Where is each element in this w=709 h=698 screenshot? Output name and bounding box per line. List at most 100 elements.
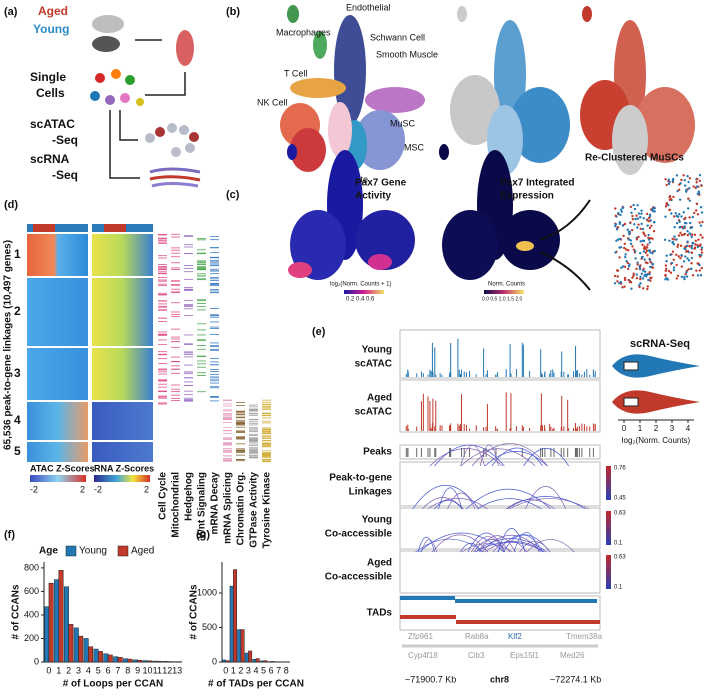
cell-dot: [664, 264, 668, 267]
arc: [508, 498, 590, 510]
cell-dot: [631, 214, 634, 218]
cell-dot: [696, 274, 700, 277]
cell-dot: [668, 195, 671, 199]
cell-dot: [615, 228, 619, 231]
cell-type-label: Macrophages: [276, 27, 331, 37]
violin: [612, 354, 700, 378]
arc: [484, 451, 548, 467]
zoom-lines: [539, 199, 591, 291]
x-tick-label: 0: [223, 665, 228, 675]
cell-dot: [683, 221, 687, 225]
cell-dot: [627, 233, 631, 236]
umap-activity: [287, 144, 415, 280]
cell-dot: [627, 248, 630, 252]
cell-dot: [642, 287, 645, 290]
cell-dot: [671, 179, 675, 183]
cell-dot: [630, 211, 633, 214]
bar: [229, 585, 234, 663]
cell-dot: [668, 198, 672, 201]
cell-dot: [699, 205, 703, 209]
cell-dot: [619, 280, 622, 284]
cell-dot: [686, 257, 689, 260]
y-tick-label: 500: [202, 622, 217, 632]
bar: [48, 582, 54, 663]
cell-dot: [623, 265, 627, 269]
activity-title: Pax7 Gene: [355, 178, 407, 189]
cell-dot: [642, 216, 645, 220]
tick-label: 0: [622, 424, 627, 433]
cell-dot: [688, 245, 691, 248]
x-tick-label: 8: [284, 665, 289, 675]
cell-dot: [671, 240, 675, 244]
bar: [44, 606, 50, 663]
cell-dot: [653, 206, 656, 210]
cell-dot: [681, 225, 684, 229]
cell-dot: [651, 237, 654, 240]
cell-dot: [619, 213, 622, 217]
bar: [93, 648, 99, 663]
cell-dot: [665, 254, 668, 257]
bar: [157, 661, 163, 663]
cell-dot: [682, 260, 686, 263]
cell-dot: [641, 243, 644, 246]
cell-dot: [641, 239, 645, 242]
cell-dot: [648, 258, 652, 261]
cell-dot: [691, 215, 695, 219]
cell-dot: [687, 259, 691, 262]
legend-swatch: [117, 545, 129, 557]
y-axis-label: 65,536 peak-to-gene linkages (10,497 gen…: [3, 240, 14, 450]
arc: [427, 498, 488, 510]
cell-dot: [687, 197, 690, 200]
cell-dot: [680, 233, 684, 237]
cell-type-label: NK Cell: [257, 97, 288, 107]
muscle-icon: [176, 30, 194, 66]
cell-dot: [664, 274, 667, 277]
cells-label: Cells: [36, 86, 65, 100]
cell-dot: [645, 273, 649, 276]
cell-dot: [684, 255, 687, 258]
arc: [475, 542, 545, 553]
violin: [612, 390, 700, 414]
cell-dot: [624, 253, 627, 256]
cell-dot: [690, 256, 694, 260]
arrow: [145, 72, 186, 96]
cell-dot: [685, 188, 688, 192]
x-tick-label: 1: [56, 665, 61, 675]
cell-dot: [648, 272, 651, 276]
cell-dot: [635, 238, 639, 241]
cell-dot: [616, 275, 619, 278]
cell-dot: [628, 280, 632, 284]
cell-dot: [640, 256, 644, 259]
x-tick-label: 7: [276, 665, 281, 675]
pathway-label: Cell Cycle: [158, 472, 169, 520]
arc: [503, 534, 544, 553]
box: [623, 361, 639, 371]
cell-dot: [635, 276, 639, 280]
cell-dot: [701, 236, 704, 239]
panel-label: (f): [4, 529, 15, 541]
bar: [147, 660, 153, 663]
arc: [471, 443, 548, 467]
cell-dot: [690, 251, 694, 254]
bar: [252, 658, 257, 663]
cell-dot: [648, 216, 651, 220]
gene-label: Eps15l1: [510, 651, 539, 660]
arc: [506, 499, 555, 510]
cell-dot: [693, 246, 697, 249]
y-tick-label: 400: [24, 609, 39, 619]
cell-dot: [684, 247, 687, 251]
cell-dot: [644, 234, 647, 238]
legend-label: Young: [79, 546, 107, 557]
cell-dot: [692, 185, 695, 188]
cell-dot: [685, 275, 689, 278]
cell-dot: [670, 212, 673, 215]
cell-dot: [700, 266, 703, 270]
colorbar-tick: -2: [94, 484, 102, 494]
cell-dot: [614, 214, 617, 218]
cell-dot: [693, 233, 697, 236]
y-axis-label: # of CCANs: [189, 584, 200, 639]
cells-label: Single: [30, 70, 66, 84]
track-label: TADs: [367, 608, 393, 619]
legend-swatch: [65, 545, 77, 557]
cell-dot: [698, 179, 702, 183]
